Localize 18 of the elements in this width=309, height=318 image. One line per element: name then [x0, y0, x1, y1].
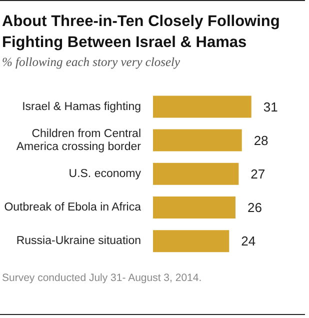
chart-title: About Three-in-Ten Closely Following Fighting Between Israel & Hamas: [2, 12, 281, 53]
bar: [153, 162, 239, 185]
data-label: 28: [254, 132, 268, 148]
chart-subtitle: % following each story very closely: [2, 55, 182, 70]
y-tick-label: Russia-Ukraine situation: [16, 235, 141, 248]
y-tick-label: Outbreak of Ebola in Africa: [4, 202, 142, 214]
text: Survey conducted July 31- August 3, 2014.: [2, 272, 203, 284]
data-label: 24: [241, 234, 256, 249]
y-tick-label: Israel & Hamas fighting: [22, 100, 141, 113]
bar: [153, 230, 230, 252]
data-label: 27: [250, 166, 266, 182]
bar: [153, 96, 252, 118]
bar: [153, 129, 242, 152]
y-tick-label: U.S. economy: [68, 168, 142, 180]
bar: [153, 196, 236, 219]
data-label: 26: [247, 200, 262, 216]
data-label: 31: [263, 99, 278, 114]
y-tick-label: Children from Central America crossing border: [16, 128, 142, 153]
